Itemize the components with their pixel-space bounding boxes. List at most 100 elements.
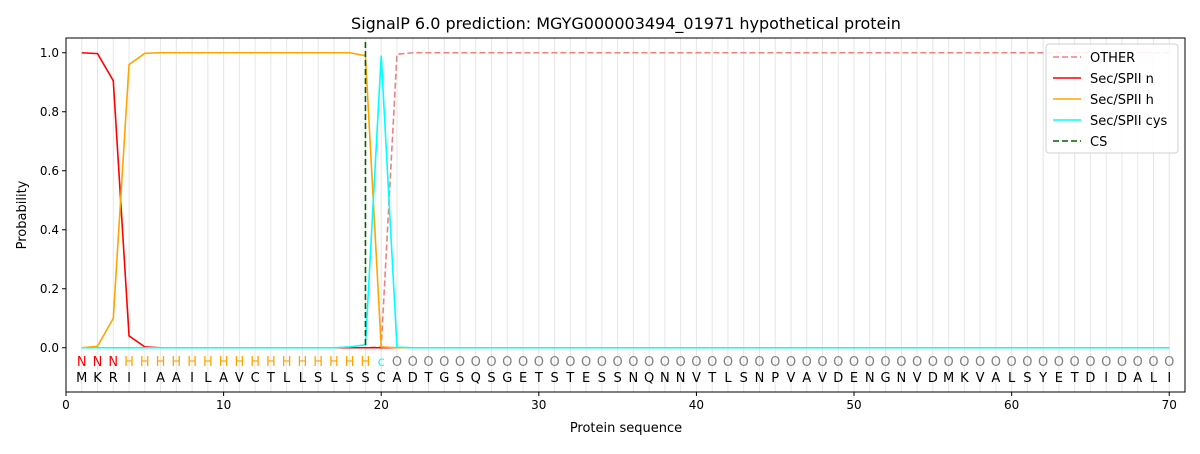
x-axis-label: Protein sequence [570,421,682,436]
region-label: O [676,355,686,370]
residue-letter: T [424,371,433,386]
region-label: O [975,355,985,370]
residue-letter: I [127,371,131,386]
region-label: H [140,355,150,370]
series-line-sec-spii-h [81,51,1170,349]
y-tick-label: 0.0 [40,341,59,355]
residue-letter: V [818,371,827,386]
region-label: O [1117,355,1127,370]
residue-letter: T [565,371,574,386]
region-label: H [282,355,292,370]
region-label: H [124,355,134,370]
residue-letter: E [582,371,590,386]
region-label: O [802,355,812,370]
residue-letter: D [1117,371,1127,386]
residue-letter: V [787,371,796,386]
x-tick-label: 40 [689,398,704,412]
region-label: H [266,355,276,370]
region-label: O [991,355,1001,370]
region-label: H [203,355,213,370]
residue-letter: S [456,371,464,386]
region-label: N [77,355,87,370]
residue-letter: I [190,371,194,386]
region-label: O [502,355,512,370]
residue-letter: R [109,371,118,386]
residue-letter: D [1085,371,1095,386]
series-line-other [81,51,1170,349]
region-label: O [1054,355,1064,370]
y-tick-label: 0.6 [40,164,59,178]
residue-letter: L [299,371,307,386]
y-tick-label: 1.0 [40,46,59,60]
residue-letter: Q [644,371,654,386]
region-label: O [691,355,701,370]
region-label: O [770,355,780,370]
region-label: O [849,355,859,370]
region-label: H [234,355,244,370]
residue-letter: Y [1038,371,1047,386]
region-label: O [959,355,969,370]
residue-letter: G [502,371,512,386]
legend-label: Sec/SPII n [1090,72,1154,87]
residue-letter: A [219,371,228,386]
x-tick-label: 10 [216,398,231,412]
region-label: O [534,355,544,370]
residue-letter: D [408,371,418,386]
residue-letter: M [943,371,954,386]
residue-letter: A [156,371,165,386]
residue-letter: T [534,371,543,386]
residue-letter: K [93,371,102,386]
region-label: O [880,355,890,370]
residue-letter: K [960,371,969,386]
x-tick-label: 60 [1004,398,1019,412]
region-label: O [660,355,670,370]
residue-letter: N [865,371,875,386]
y-axis-label: Probability [15,180,30,249]
residue-letter: A [991,371,1000,386]
region-label: O [581,355,591,370]
residue-letter: S [314,371,322,386]
region-label: O [486,355,496,370]
residue-letter: Q [471,371,481,386]
residue-letter: T [1070,371,1079,386]
region-label: O [1148,355,1158,370]
residue-letter: G [881,371,891,386]
residue-letter: D [928,371,938,386]
region-label: H [329,355,339,370]
region-label: O [628,355,638,370]
residue-letter: N [629,371,639,386]
region-label: c [378,355,385,370]
region-label: O [896,355,906,370]
x-tick-label: 20 [374,398,389,412]
y-tick-label: 0.8 [40,105,59,119]
residue-letter: P [771,371,779,386]
residue-letter: C [251,371,260,386]
region-label: O [644,355,654,370]
residue-letter: E [519,371,527,386]
residue-letter: L [1150,371,1158,386]
residue-letter: A [393,371,402,386]
x-tick-label: 30 [531,398,546,412]
residue-letter: L [330,371,338,386]
region-label: N [93,355,103,370]
legend-box [1045,43,1179,154]
region-label: O [392,355,402,370]
region-label: H [250,355,260,370]
y-tick-label: 0.4 [40,223,59,237]
residue-letter: N [676,371,686,386]
residue-letter: A [802,371,811,386]
residue-letter: M [76,371,87,386]
residue-letter: D [833,371,843,386]
plot-frame [65,37,1186,393]
region-label: H [171,355,181,370]
region-label: H [313,355,323,370]
region-label: H [361,355,371,370]
region-label: O [1164,355,1174,370]
y-tick-label: 0.2 [40,282,59,296]
region-label: O [754,355,764,370]
residue-letter: N [755,371,765,386]
legend-label: Sec/SPII h [1090,93,1154,108]
region-label: H [345,355,355,370]
x-tick-label: 0 [62,398,70,412]
